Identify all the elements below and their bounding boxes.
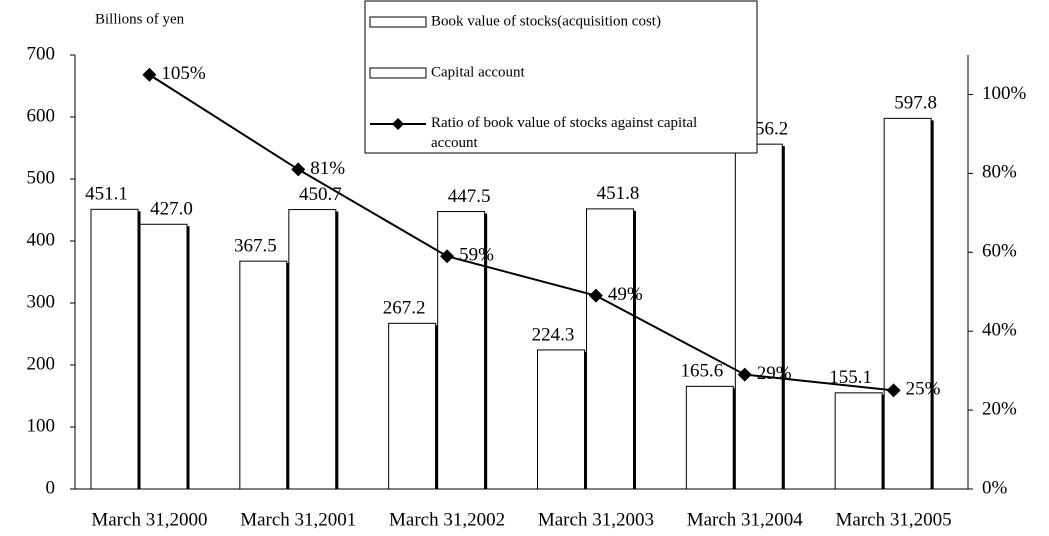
- x-tick-label: March 31,2000: [91, 509, 207, 530]
- y-tick-label: 200: [27, 353, 56, 374]
- x-tick-label: March 31,2003: [538, 509, 654, 530]
- y-tick-label: 600: [27, 105, 56, 126]
- bar: [734, 143, 783, 490]
- data-label: 49%: [608, 284, 643, 305]
- data-label: 25%: [906, 379, 941, 400]
- y2-tick-label: 0%: [982, 477, 1008, 498]
- bar: [239, 260, 288, 490]
- data-label: 59%: [459, 245, 494, 266]
- marker: [291, 162, 306, 177]
- x-tick-label: March 31,2004: [687, 509, 804, 530]
- legend-label: Ratio of book value of stocks against ca…: [431, 115, 697, 151]
- bar: [883, 117, 932, 490]
- marker: [588, 288, 603, 303]
- y-tick-label: 300: [27, 291, 56, 312]
- bar: [288, 209, 337, 490]
- bar: [388, 322, 437, 490]
- data-label: 155.1: [829, 367, 872, 388]
- y-axis-label: Billions of yen: [95, 11, 185, 27]
- y-tick-label: 0: [46, 477, 56, 498]
- y-tick-label: 700: [27, 43, 56, 64]
- marker: [440, 249, 455, 264]
- y2-tick-label: 20%: [982, 398, 1017, 419]
- data-label: 597.8: [894, 93, 937, 114]
- bar: [685, 385, 734, 490]
- data-label: 451.1: [85, 184, 128, 205]
- marker: [142, 67, 157, 82]
- data-label: 29%: [757, 363, 792, 384]
- y-tick-label: 500: [27, 167, 56, 188]
- data-label: 165.6: [680, 361, 723, 382]
- bar: [90, 208, 139, 490]
- marker: [737, 367, 752, 382]
- marker: [886, 383, 901, 398]
- legend: [364, 0, 758, 154]
- data-label: 447.5: [448, 186, 491, 207]
- x-tick-label: March 31,2002: [389, 509, 505, 530]
- x-tick-label: March 31,2001: [240, 509, 356, 530]
- y2-tick-label: 40%: [982, 320, 1017, 341]
- data-label: 451.8: [597, 183, 640, 204]
- bar: [834, 392, 883, 490]
- legend-swatch: [369, 67, 427, 79]
- data-label: 105%: [161, 63, 206, 84]
- y2-tick-label: 60%: [982, 241, 1017, 262]
- legend-label: Capital account: [431, 64, 526, 80]
- x-tick-label: March 31,2005: [836, 509, 952, 530]
- data-label: 367.5: [234, 236, 277, 257]
- y-tick-label: 100: [27, 415, 56, 436]
- legend-label: Book value of stocks(acquisition cost): [431, 13, 661, 29]
- bar: [139, 223, 188, 490]
- data-label: 224.3: [532, 324, 575, 345]
- data-label: 450.7: [299, 184, 342, 205]
- data-label: 267.2: [383, 298, 426, 319]
- legend-marker: [392, 118, 404, 130]
- y-tick-label: 400: [27, 229, 56, 250]
- data-label: 427.0: [150, 199, 193, 220]
- y2-tick-label: 80%: [982, 162, 1017, 183]
- legend-swatch: [369, 16, 427, 28]
- bar: [537, 349, 585, 490]
- data-label: 81%: [310, 158, 345, 179]
- y2-tick-label: 100%: [982, 83, 1027, 104]
- line: [148, 73, 894, 392]
- bar: [586, 208, 634, 490]
